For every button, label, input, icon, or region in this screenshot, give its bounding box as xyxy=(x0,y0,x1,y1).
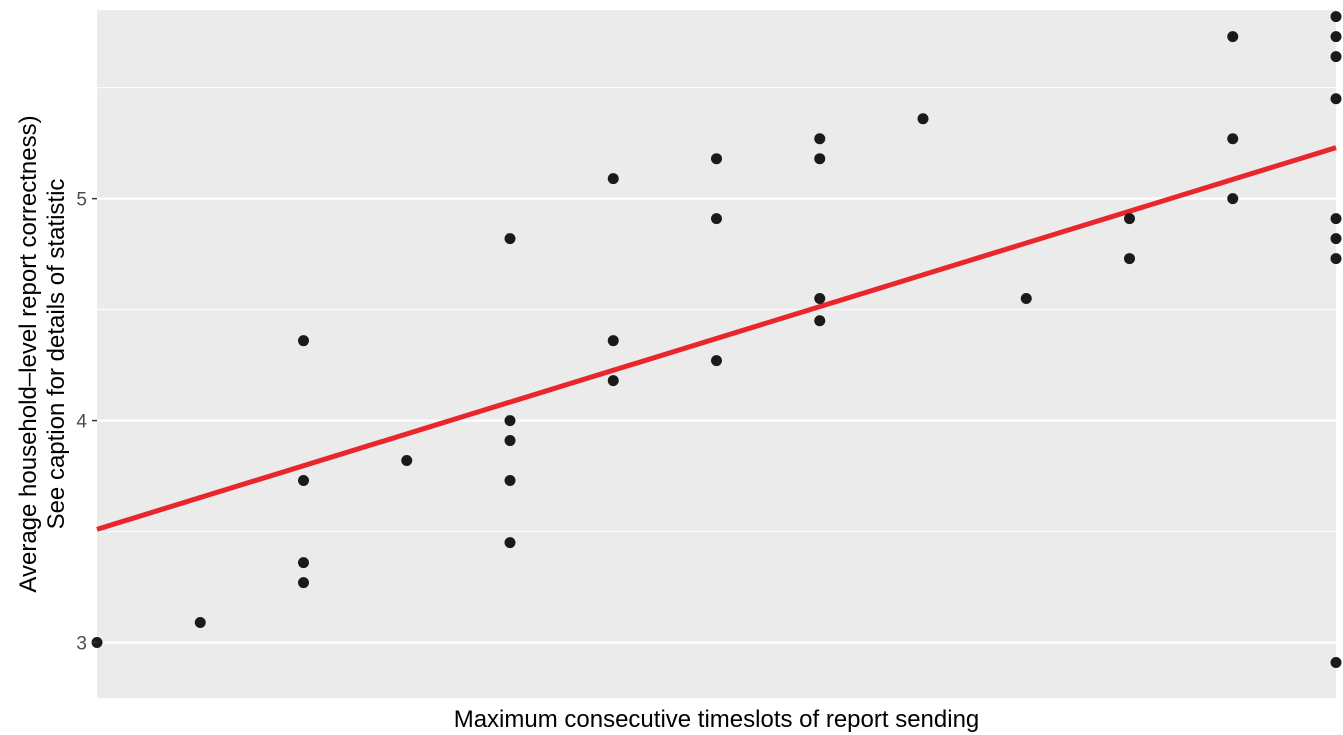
fit-line-group xyxy=(96,145,1337,532)
data-point xyxy=(607,173,619,185)
x-axis-label: Maximum consecutive timeslots of report … xyxy=(454,706,980,733)
data-point xyxy=(1124,253,1135,265)
data-point xyxy=(711,213,722,225)
plot-panel xyxy=(97,10,1336,698)
data-point xyxy=(298,475,309,487)
data-point xyxy=(1330,253,1342,265)
data-point xyxy=(504,233,516,245)
data-points xyxy=(91,11,1342,668)
data-point xyxy=(607,335,619,347)
data-point xyxy=(917,113,929,125)
data-point xyxy=(1330,233,1342,245)
data-point xyxy=(1227,133,1239,145)
fit-line xyxy=(96,145,1337,532)
data-point xyxy=(298,577,309,589)
y-axis-ticks: 3 4 5 xyxy=(76,190,97,655)
data-point xyxy=(298,557,309,569)
major-gridlines xyxy=(97,197,1336,644)
data-point xyxy=(607,375,619,387)
data-point xyxy=(194,617,206,629)
data-point xyxy=(1020,293,1032,305)
data-point xyxy=(504,415,516,427)
data-point xyxy=(711,355,722,367)
data-point xyxy=(1330,51,1342,63)
data-point xyxy=(298,335,309,347)
y-axis-label-line-1: Average household–level report correctne… xyxy=(15,115,42,592)
data-point xyxy=(401,455,413,467)
data-point xyxy=(814,315,826,327)
data-point xyxy=(1330,213,1342,225)
data-point xyxy=(814,133,826,145)
data-point xyxy=(1330,11,1342,23)
data-point xyxy=(1227,193,1239,205)
data-point xyxy=(1330,31,1342,43)
data-point xyxy=(504,537,516,549)
data-point xyxy=(711,153,722,165)
data-point xyxy=(504,475,516,487)
y-tick-label: 4 xyxy=(76,412,87,433)
data-point xyxy=(1330,93,1342,105)
minor-gridlines xyxy=(97,87,1336,533)
y-tick-label: 3 xyxy=(76,634,87,655)
data-point xyxy=(1124,213,1135,225)
data-point xyxy=(1330,656,1342,668)
data-point xyxy=(504,435,516,447)
data-point xyxy=(814,153,826,165)
data-point xyxy=(1227,31,1239,43)
data-point xyxy=(814,293,826,305)
y-axis-label-line-2: See caption for details of statistic xyxy=(43,179,70,530)
y-tick-label: 5 xyxy=(76,190,87,211)
